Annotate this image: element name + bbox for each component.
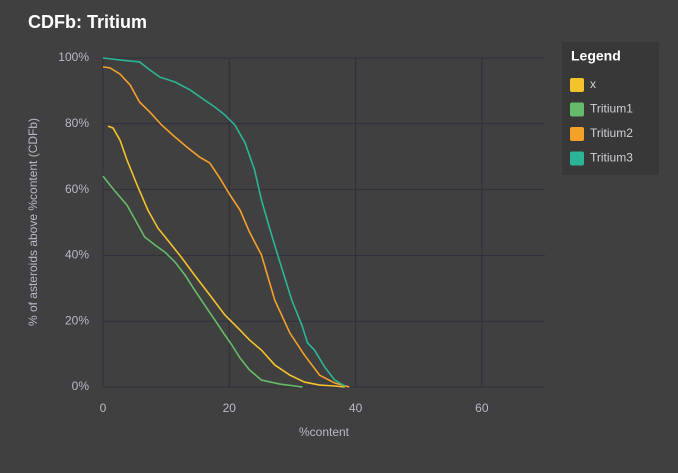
legend-swatch xyxy=(570,102,584,117)
y-tick-label: 80% xyxy=(65,116,89,130)
series-line xyxy=(102,66,350,388)
legend-label: Tritium1 xyxy=(590,102,633,116)
chart-title: CDFb: Tritium xyxy=(28,12,147,32)
x-tick-label: 40 xyxy=(349,401,363,415)
y-axis-label: % of asteroids above %content (CDFb) xyxy=(26,118,40,326)
legend-swatch xyxy=(570,127,584,141)
legend-swatch xyxy=(570,151,584,166)
y-tick-label: 40% xyxy=(65,248,89,262)
series-line xyxy=(102,175,303,388)
legend-swatch xyxy=(570,78,584,92)
x-axis-label: %content xyxy=(299,425,350,439)
series-line xyxy=(102,57,346,387)
x-tick-label: 20 xyxy=(223,401,237,415)
legend-label: x xyxy=(590,77,596,91)
x-tick-label: 0 xyxy=(100,401,107,415)
y-tick-label: 60% xyxy=(65,182,89,196)
legend-label: Tritium3 xyxy=(590,151,633,165)
y-tick-label: 0% xyxy=(72,379,90,393)
legend-label: Tritium2 xyxy=(590,126,633,140)
legend-title: Legend xyxy=(571,48,621,64)
y-tick-label: 100% xyxy=(58,50,89,64)
y-tick-label: 20% xyxy=(65,313,89,327)
series-line xyxy=(107,125,345,388)
x-tick-label: 60 xyxy=(475,401,489,415)
